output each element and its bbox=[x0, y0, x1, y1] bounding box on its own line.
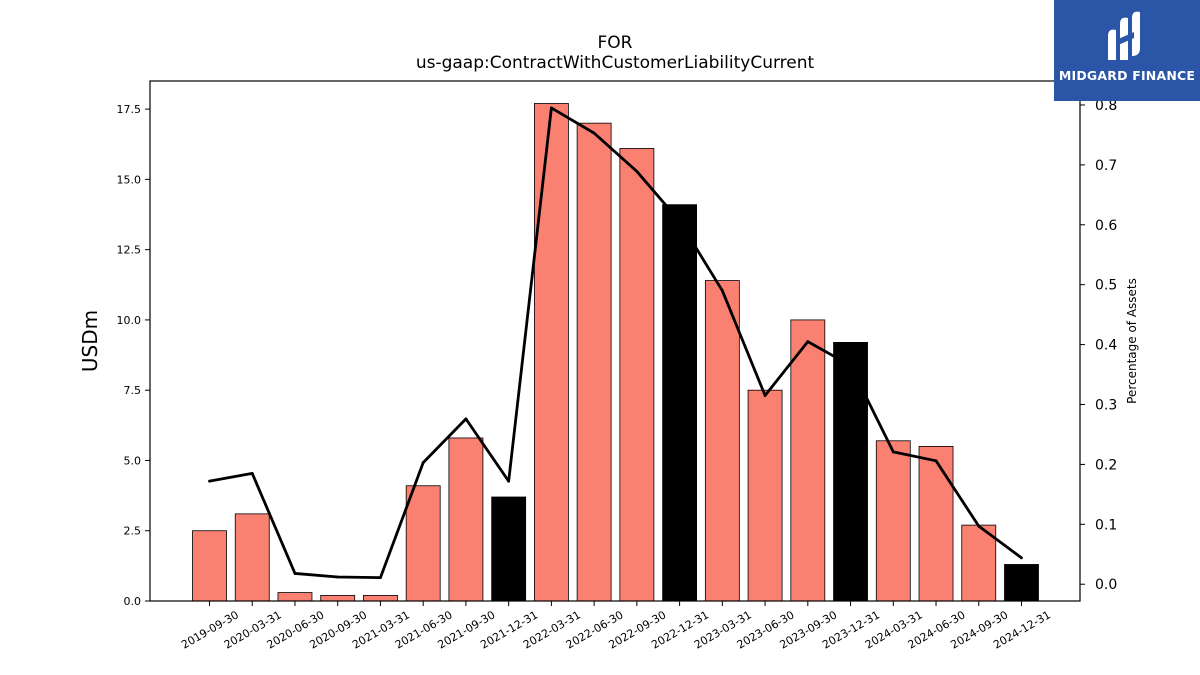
bar-2023-06-30 bbox=[747, 389, 783, 602]
y2-tick-label: 0.6 bbox=[1095, 218, 1117, 234]
line-point-2021-03-31 bbox=[379, 576, 382, 580]
y2-tick-label: 0.7 bbox=[1095, 158, 1117, 174]
y2-tick-label: 0.0 bbox=[1095, 577, 1117, 593]
bar-2020-06-30 bbox=[277, 592, 313, 602]
y-tick-label: 15.0 bbox=[117, 173, 142, 186]
line-point-2020-09-30 bbox=[336, 575, 340, 579]
bar-2021-12-31 bbox=[491, 496, 527, 602]
y-tick-label: 10.0 bbox=[117, 314, 142, 327]
logo-text: MIDGARD FINANCE bbox=[1058, 68, 1196, 83]
bar-2023-03-31 bbox=[704, 280, 740, 602]
y-tick-label: 0.0 bbox=[124, 595, 142, 608]
line-point-2021-09-30 bbox=[464, 417, 468, 421]
bar-2024-06-30 bbox=[918, 446, 954, 602]
y2-axis-title: Percentage of Assets bbox=[1125, 278, 1139, 404]
line-point-2022-06-30 bbox=[592, 131, 596, 135]
bar-2022-03-31 bbox=[533, 103, 569, 602]
line-point-2022-12-31 bbox=[678, 219, 682, 223]
brand-logo: MIDGARD FINANCE bbox=[1054, 0, 1200, 101]
y-tick-label: 12.5 bbox=[117, 244, 142, 257]
bar-2023-09-30 bbox=[790, 319, 826, 602]
y2-tick-label: 0.4 bbox=[1095, 338, 1117, 354]
bar-2020-09-30 bbox=[320, 594, 356, 602]
line-point-2024-12-31 bbox=[1020, 556, 1023, 560]
y-tick-label: 5.0 bbox=[124, 454, 142, 467]
bar-2021-06-30 bbox=[405, 485, 441, 602]
line-point-2023-06-30 bbox=[763, 394, 767, 397]
y2-tick-label: 0.2 bbox=[1095, 457, 1117, 473]
bar-2022-12-31 bbox=[662, 204, 698, 602]
line-point-2021-12-31 bbox=[507, 479, 511, 483]
right-axis: 0.0 0.1 0.2 0.3 0.4 0.5 0.6 0.7 0.8 bbox=[1080, 98, 1117, 593]
line-point-2022-09-30 bbox=[635, 170, 639, 173]
y-tick-label: 17.5 bbox=[117, 103, 142, 116]
logo-mark-icon bbox=[1108, 11, 1140, 61]
line-point-2020-06-30 bbox=[293, 572, 297, 575]
bar-2024-09-30 bbox=[961, 524, 997, 602]
line-point-2023-09-30 bbox=[806, 340, 810, 343]
bar-2021-09-30 bbox=[448, 437, 484, 602]
line-point-2023-03-31 bbox=[720, 289, 724, 293]
bar-2019-09-30 bbox=[192, 530, 227, 602]
line-point-2024-06-30 bbox=[934, 459, 938, 463]
chart-subtitle: us-gaap:ContractWithCustomerLiabilityCur… bbox=[416, 53, 815, 73]
x-axis: 2019-09-302020-03-312020-06-302020-09-30… bbox=[179, 601, 1053, 652]
line-point-2020-03-31 bbox=[250, 471, 254, 475]
left-axis: 0.0 2.5 5.0 7.5 10.0 12.5 15.0 17.5 bbox=[117, 103, 150, 608]
line-group bbox=[208, 106, 1023, 580]
y2-tick-label: 0.8 bbox=[1095, 98, 1117, 114]
line-point-2019-09-30 bbox=[208, 479, 211, 483]
line-point-2021-06-30 bbox=[421, 461, 425, 465]
bar-2021-03-31 bbox=[363, 594, 398, 602]
bar-2022-06-30 bbox=[576, 122, 612, 602]
bar-2023-12-31 bbox=[833, 342, 868, 602]
y-tick-label: 7.5 bbox=[124, 384, 142, 397]
bar-2020-03-31 bbox=[234, 513, 270, 602]
bars-group bbox=[192, 103, 1039, 602]
y2-tick-label: 0.5 bbox=[1095, 278, 1117, 294]
y-axis-title: USDm bbox=[78, 310, 102, 372]
line-point-2024-09-30 bbox=[977, 524, 981, 528]
y2-tick-label: 0.1 bbox=[1095, 517, 1117, 533]
line-point-2024-03-31 bbox=[891, 450, 895, 454]
bar-2022-09-30 bbox=[619, 148, 655, 602]
line-point-2022-03-31 bbox=[549, 106, 553, 110]
bar-2024-12-31 bbox=[1004, 564, 1039, 602]
chart-title: FOR bbox=[598, 33, 633, 53]
percentage-line bbox=[209, 106, 1023, 580]
bar-2024-03-31 bbox=[875, 440, 911, 602]
line-point-2023-12-31 bbox=[849, 364, 852, 367]
y-tick-label: 2.5 bbox=[124, 525, 142, 538]
plot-frame bbox=[149, 80, 1081, 602]
y2-tick-label: 0.3 bbox=[1095, 398, 1117, 414]
